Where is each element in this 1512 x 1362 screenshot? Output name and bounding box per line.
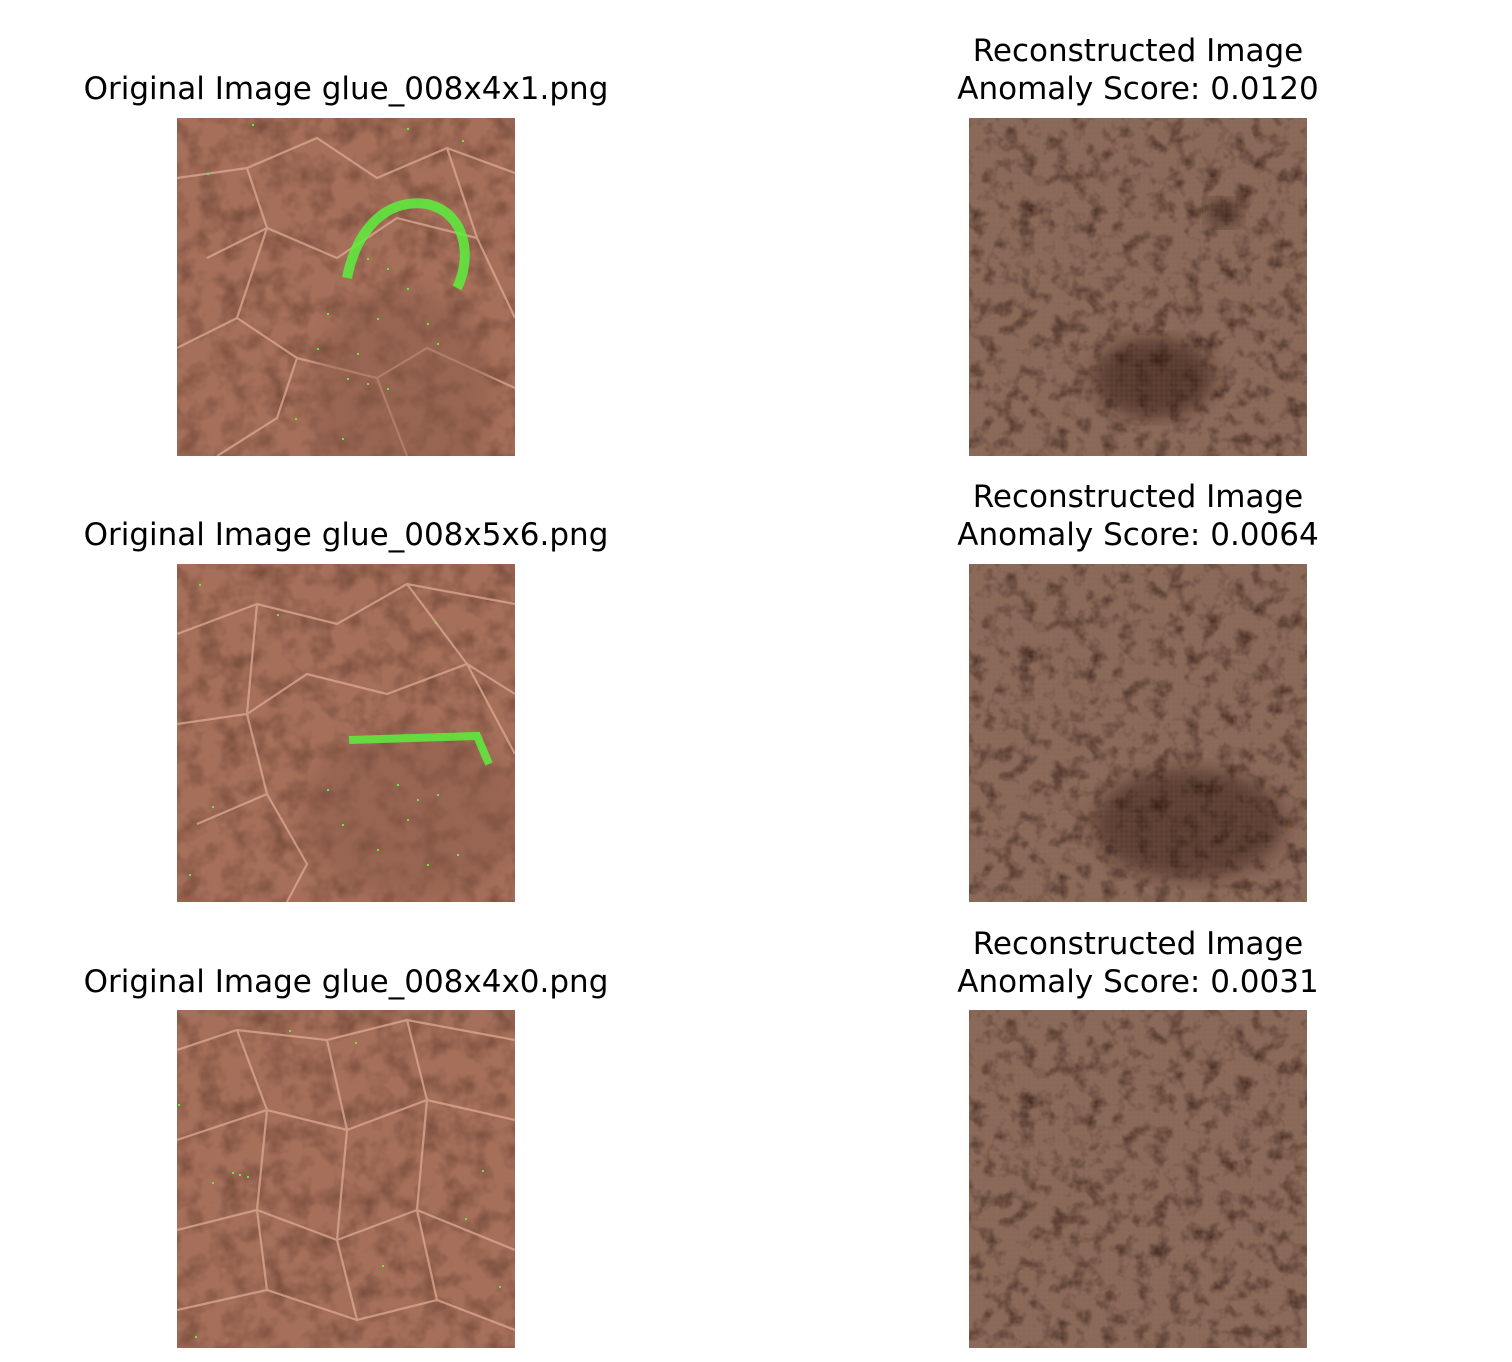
reconstructed-image-3 bbox=[969, 1010, 1307, 1348]
original-image-title-3: Original Image glue_008x4x0.png bbox=[83, 964, 609, 1000]
original-image-1 bbox=[177, 118, 515, 456]
reconstructed-image-1 bbox=[969, 118, 1307, 456]
original-image-2 bbox=[177, 564, 515, 902]
reconstructed-image-title-1: Reconstructed Image Anomaly Score: 0.012… bbox=[957, 33, 1319, 107]
reconstructed-image-title-2: Reconstructed Image Anomaly Score: 0.006… bbox=[957, 479, 1319, 553]
original-image-title-1: Original Image glue_008x4x1.png bbox=[83, 71, 609, 107]
reconstructed-image-2 bbox=[969, 564, 1307, 902]
original-image-title-2: Original Image glue_008x5x6.png bbox=[83, 517, 609, 553]
original-image-3 bbox=[177, 1010, 515, 1348]
reconstructed-image-title-3: Reconstructed Image Anomaly Score: 0.003… bbox=[957, 926, 1319, 1000]
